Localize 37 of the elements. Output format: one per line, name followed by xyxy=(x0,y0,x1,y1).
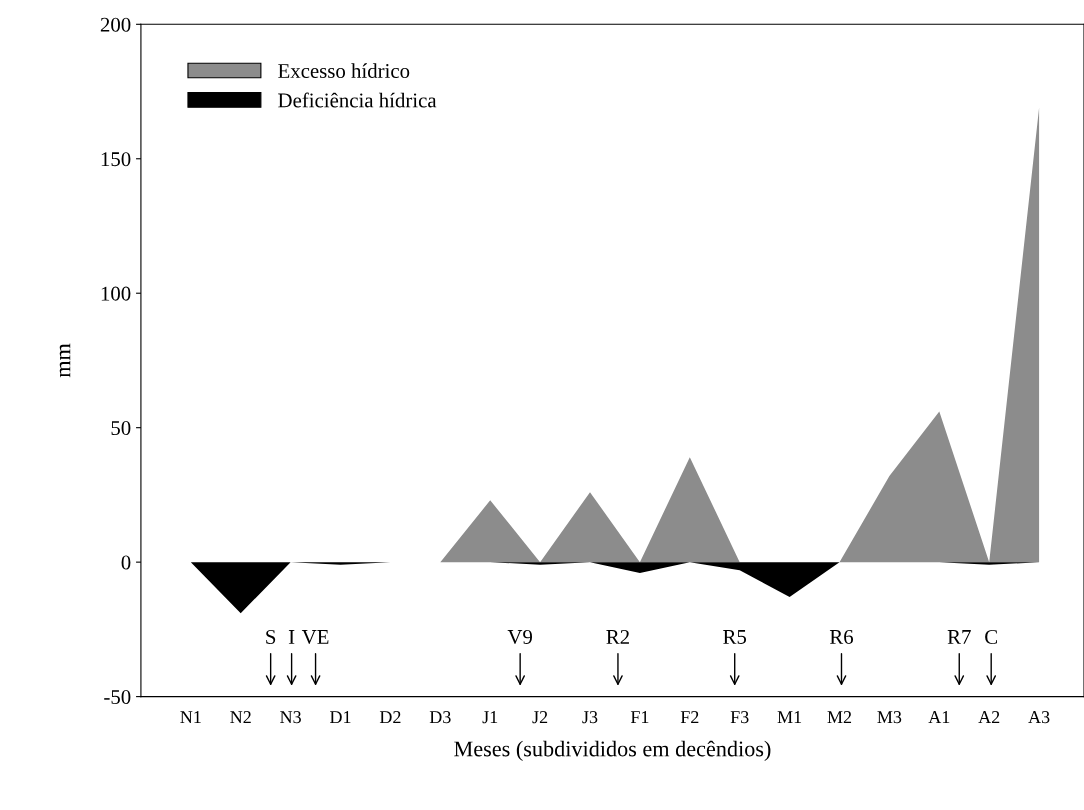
annotation: I xyxy=(288,630,295,644)
y-tick-label: -50 xyxy=(104,689,131,705)
x-tick-label: M2 xyxy=(827,711,852,724)
x-tick-label: F3 xyxy=(730,711,749,724)
x-tick-label: N1 xyxy=(180,711,201,724)
x-axis-title: Meses (subdivididos em decêndios) xyxy=(454,740,771,761)
x-tick-label: J1 xyxy=(482,711,498,724)
x-tick-label: M1 xyxy=(777,711,802,724)
x-tick-label: N2 xyxy=(230,711,251,724)
x-tick-label: M3 xyxy=(877,711,902,724)
y-axis-title: mm xyxy=(59,343,71,378)
y-tick-label: 0 xyxy=(121,555,131,570)
legend-label: Deficiência hídrica xyxy=(278,92,437,108)
y-tick-label: 50 xyxy=(111,421,131,436)
annotation: VE xyxy=(301,630,329,645)
x-tick-label: D2 xyxy=(379,711,401,724)
x-tick-label: D1 xyxy=(330,711,351,724)
legend-label: Excesso hídrico xyxy=(278,63,410,79)
annotation: R6 xyxy=(829,629,854,644)
annotation: R5 xyxy=(723,630,747,644)
x-tick-label: F1 xyxy=(630,711,649,724)
x-tick-label: N3 xyxy=(280,711,301,724)
x-tick-label: J2 xyxy=(532,711,548,724)
annotation: V9 xyxy=(507,629,533,645)
x-tick-label: A1 xyxy=(928,711,950,724)
annotation: S xyxy=(266,629,276,644)
annotation: R7 xyxy=(947,630,971,644)
y-tick-label: 150 xyxy=(101,152,131,167)
annotation: C xyxy=(985,629,997,644)
y-tick-label: 200 xyxy=(100,17,131,32)
x-tick-label: J3 xyxy=(582,711,598,724)
x-tick-label: F2 xyxy=(680,711,699,724)
x-tick-label: A3 xyxy=(1028,711,1050,724)
x-tick-label: A2 xyxy=(978,711,1000,724)
x-tick-label: D3 xyxy=(429,711,451,724)
annotation: R2 xyxy=(606,629,629,644)
y-tick-label: 100 xyxy=(101,286,131,301)
